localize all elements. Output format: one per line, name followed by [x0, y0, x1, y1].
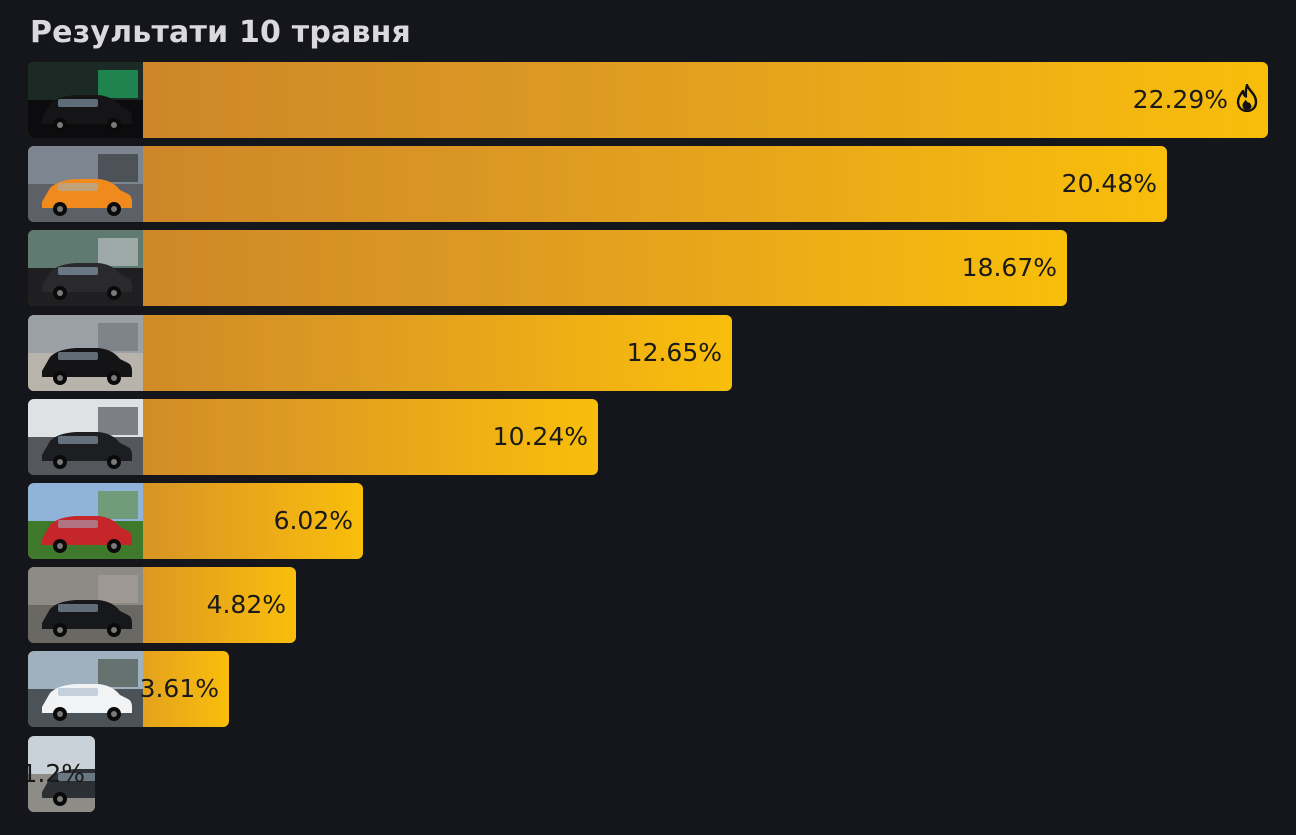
bar-value-label: 18.67%: [962, 230, 1057, 306]
car-thumbnail: [28, 651, 143, 727]
bar: 1.2%: [28, 736, 95, 812]
car-thumbnail: [28, 315, 143, 391]
chart-title: Результати 10 травня: [30, 15, 412, 50]
bar: 4.82%: [28, 567, 296, 643]
bar: 22.29%: [28, 62, 1268, 138]
bar-value-label: 10.24%: [493, 399, 588, 475]
bar-value-text: 18.67%: [961, 253, 1057, 282]
bar: 3.61%: [28, 651, 229, 727]
bar-value-text: 6.02%: [273, 506, 353, 535]
bar-value-text: 3.61%: [139, 674, 219, 703]
bar: 10.24%: [28, 399, 598, 475]
car-thumbnail: [28, 399, 143, 475]
bar: 18.67%: [28, 230, 1067, 306]
bar-value-text: 22.29%: [1132, 85, 1228, 114]
bar-value-label: 4.82%: [207, 567, 286, 643]
bar: 20.48%: [28, 146, 1167, 222]
bar-value-label: 1.2%: [28, 736, 85, 812]
bar-value-label: 6.02%: [274, 483, 353, 559]
car-thumbnail: [28, 146, 143, 222]
bar-value-label: 3.61%: [140, 651, 219, 727]
car-thumbnail: [28, 567, 143, 643]
bar: 6.02%: [28, 483, 363, 559]
bar-value-label: 22.29%: [1133, 62, 1258, 138]
bar-value-text: 20.48%: [1061, 169, 1157, 198]
bar-value-label: 20.48%: [1062, 146, 1157, 222]
bar-value-text: 4.82%: [206, 590, 286, 619]
bars-area: 22.29% 20.48% 18.67% 12.65% 10.24% 6.02% 4.82%…: [28, 62, 1268, 812]
bar: 12.65%: [28, 315, 732, 391]
bar-value-text: 1.2%: [28, 759, 85, 788]
car-thumbnail: [28, 230, 143, 306]
car-thumbnail: [28, 62, 143, 138]
bar-value-label: 12.65%: [627, 315, 722, 391]
bar-value-text: 10.24%: [492, 422, 588, 451]
car-thumbnail: [28, 736, 95, 812]
car-thumbnail: [28, 483, 143, 559]
bar-value-text: 12.65%: [626, 338, 722, 367]
fire-icon: [1236, 66, 1258, 113]
